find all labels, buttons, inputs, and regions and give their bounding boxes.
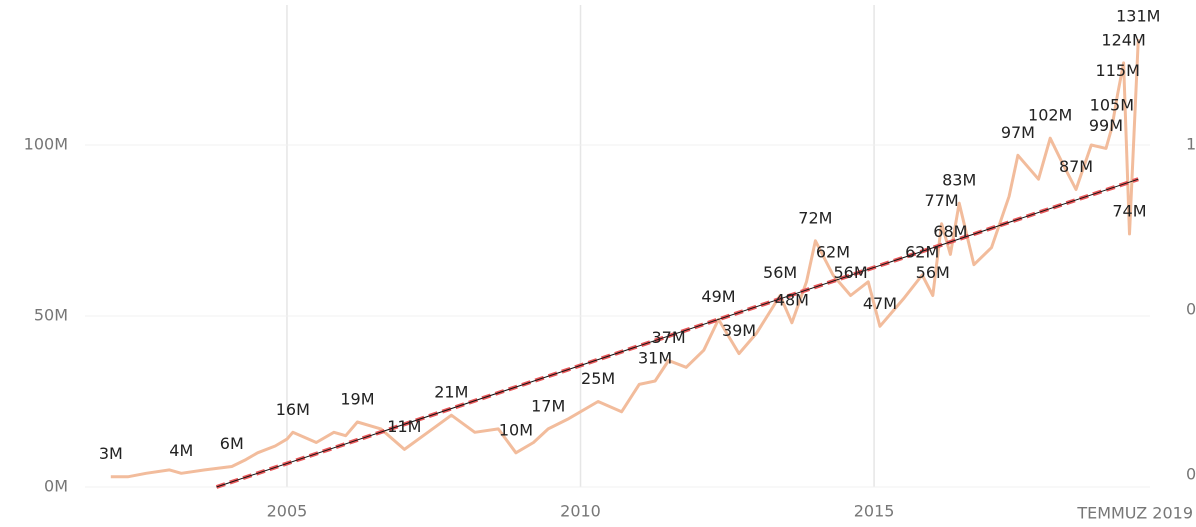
data-label: 49M — [701, 287, 735, 306]
annotation: TEMMUZ 2019 — [1076, 504, 1193, 523]
data-label: 39M — [722, 321, 756, 340]
right-axis-label: 1 — [1186, 135, 1196, 154]
data-label: 131M — [1116, 6, 1160, 25]
data-label: 47M — [863, 294, 897, 313]
data-label: 77M — [924, 191, 958, 210]
x-tick-label: 2010 — [560, 502, 601, 521]
data-label: 56M — [833, 263, 867, 282]
data-label: 4M — [169, 441, 193, 460]
y-tick-label: 100M — [24, 135, 68, 154]
right-axis-label: 0 — [1186, 300, 1196, 319]
data-label: 62M — [816, 242, 850, 261]
data-label: 97M — [1001, 123, 1035, 142]
data-label: 6M — [220, 434, 244, 453]
data-label: 124M — [1101, 30, 1145, 49]
data-label: 19M — [340, 390, 374, 409]
data-label: 99M — [1089, 116, 1123, 135]
y-tick-label: 0M — [44, 477, 68, 496]
data-label: 83M — [942, 171, 976, 190]
data-label: 17M — [531, 396, 565, 415]
data-label: 115M — [1096, 61, 1140, 80]
data-label: 11M — [387, 417, 421, 436]
trend-line — [216, 178, 1139, 488]
y-tick-label: 50M — [34, 306, 68, 325]
data-label: 62M — [905, 242, 939, 261]
data-label: 72M — [798, 208, 832, 227]
data-label: 37M — [651, 328, 685, 347]
data-label: 102M — [1028, 106, 1072, 125]
data-label: 74M — [1112, 201, 1146, 220]
data-label: 10M — [499, 420, 533, 439]
data-label: 56M — [916, 263, 950, 282]
data-label: 21M — [434, 383, 468, 402]
series-line — [110, 38, 1140, 479]
data-label: 3M — [99, 444, 123, 463]
data-label: 48M — [775, 290, 809, 309]
x-tick-label: 2015 — [854, 502, 895, 521]
data-label: 68M — [933, 222, 967, 241]
x-tick-label: 2005 — [267, 502, 308, 521]
data-label: 31M — [638, 348, 672, 367]
data-label: 16M — [276, 400, 310, 419]
data-label: 87M — [1059, 157, 1093, 176]
data-label: 56M — [763, 263, 797, 282]
data-label: 105M — [1090, 95, 1134, 114]
data-label: 25M — [581, 369, 615, 388]
right-axis-label: 0 — [1186, 465, 1196, 484]
